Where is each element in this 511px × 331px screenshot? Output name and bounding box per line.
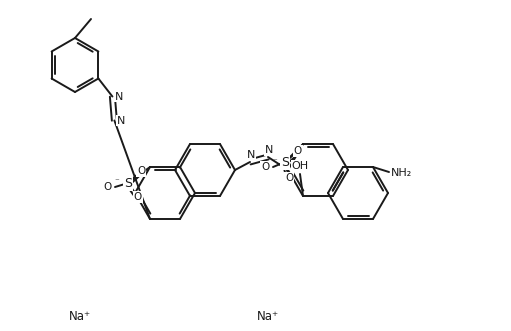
Text: N: N xyxy=(265,145,273,155)
Text: N: N xyxy=(117,116,126,125)
Text: Na⁺: Na⁺ xyxy=(257,309,279,322)
Text: O: O xyxy=(285,173,293,183)
Text: N: N xyxy=(115,91,124,102)
Text: Na⁺: Na⁺ xyxy=(69,309,91,322)
Text: O: O xyxy=(137,166,145,176)
Text: S: S xyxy=(281,156,289,168)
Text: O: O xyxy=(134,192,142,202)
Text: N: N xyxy=(247,150,255,160)
Text: O: O xyxy=(294,146,302,156)
Text: NH₂: NH₂ xyxy=(391,168,412,178)
Text: ⁻: ⁻ xyxy=(273,158,277,166)
Text: O: O xyxy=(261,162,269,172)
Text: O: O xyxy=(103,182,111,192)
Text: OH: OH xyxy=(291,161,309,171)
Text: S: S xyxy=(124,176,132,190)
Text: ⁻: ⁻ xyxy=(114,177,120,187)
